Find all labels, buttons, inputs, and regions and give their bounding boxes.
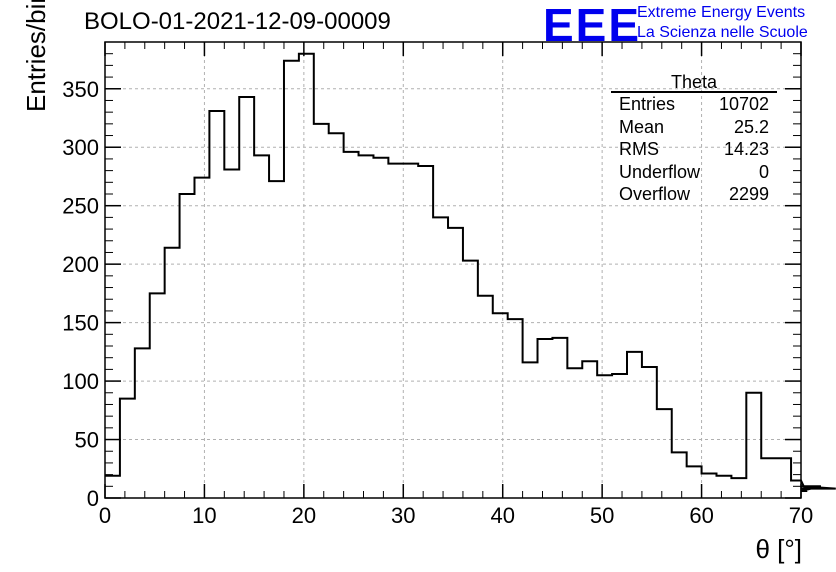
- x-axis-label: θ [°]: [755, 534, 802, 564]
- logo-line-2: La Scienza nelle Scuole: [637, 24, 808, 41]
- stats-value: 14.23: [723, 139, 769, 159]
- x-tick-label: 60: [689, 503, 713, 528]
- stats-value: 10702: [718, 94, 769, 114]
- eee-logo: EEE: [543, 0, 642, 51]
- y-axis-label: Entries/bin: [21, 0, 51, 112]
- stats-value: 0: [758, 161, 769, 182]
- y-tick-label: 50: [75, 428, 99, 453]
- stats-row-rms: RMS 14.23: [611, 138, 777, 161]
- y-tick-label: 250: [62, 194, 99, 219]
- stats-value: 25.2: [733, 116, 769, 137]
- stats-label: Mean: [619, 116, 665, 137]
- stats-row-underflow: Underflow 0: [611, 161, 777, 184]
- stats-row-mean: Mean 25.2: [611, 116, 777, 139]
- stats-label: Underflow: [619, 161, 701, 182]
- x-tick-label: 10: [192, 503, 216, 528]
- x-tick-label: 40: [490, 503, 514, 528]
- grid-lines: [105, 42, 801, 498]
- x-tick-label: 70: [789, 503, 813, 528]
- x-tick-labels: 0 10 20 30 40 50 60 70: [99, 503, 813, 528]
- stats-label: Overflow: [619, 184, 691, 204]
- stats-row-entries: Entries 10702: [611, 93, 777, 116]
- axis-ticks: [104, 41, 802, 499]
- x-tick-label: 30: [391, 503, 415, 528]
- plot-frame: [104, 41, 802, 499]
- y-tick-label: 0: [87, 486, 99, 511]
- y-tick-label: 150: [62, 311, 99, 336]
- stats-value: 2299: [728, 184, 769, 204]
- x-tick-label: 50: [590, 503, 614, 528]
- histogram-step-line: [105, 52, 836, 492]
- stats-row-overflow: Overflow 2299: [611, 183, 777, 206]
- y-tick-label: 300: [62, 135, 99, 160]
- logo-line-1: Extreme Energy Events: [637, 4, 806, 21]
- stats-label: RMS: [619, 139, 659, 159]
- y-tick-label: 350: [62, 77, 99, 102]
- x-tick-label: 20: [292, 503, 316, 528]
- x-tick-label: 0: [99, 503, 111, 528]
- stats-title: Theta: [611, 72, 777, 93]
- y-tick-labels: 0 50 100 150 200 250 300 350: [62, 77, 99, 511]
- y-tick-label: 100: [62, 369, 99, 394]
- stats-label: Entries: [619, 94, 676, 114]
- stats-box: Theta Entries 10702 Mean 25.2 RMS 14.23 …: [611, 72, 777, 206]
- chart-title: BOLO-01-2021-12-09-00009: [84, 8, 391, 35]
- y-tick-label: 200: [62, 252, 99, 277]
